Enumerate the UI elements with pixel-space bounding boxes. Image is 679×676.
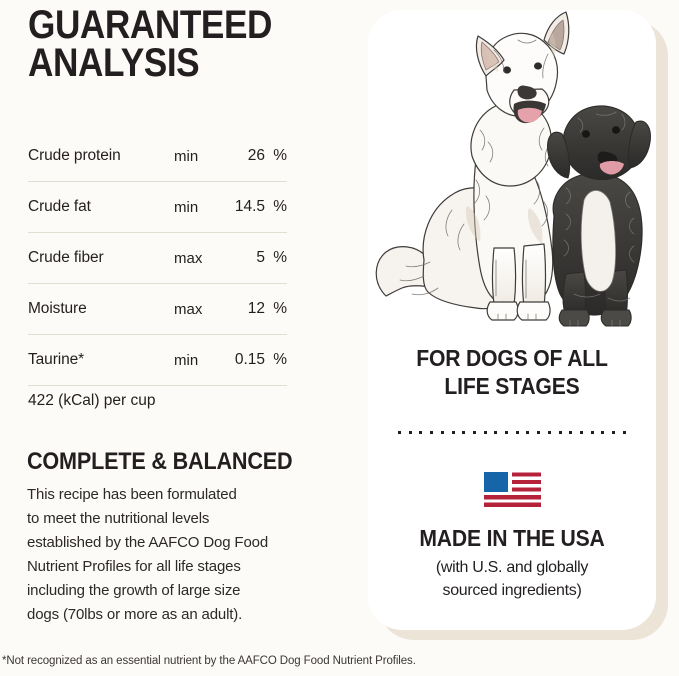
table-row: Moisture max 12 % bbox=[28, 284, 287, 335]
page-title-line1: GUARANTEED bbox=[28, 3, 272, 47]
nutrient-unit: % bbox=[273, 300, 287, 317]
nutrient-name: Moisture bbox=[28, 300, 87, 317]
sourcing-note: (with U.S. and globally sourced ingredie… bbox=[368, 556, 656, 602]
table-row: Crude fiber max 5 % bbox=[28, 233, 287, 284]
nutrient-unit: % bbox=[273, 147, 287, 164]
table-row: Crude fat min 14.5 % bbox=[28, 182, 287, 233]
table-row: Taurine* min 0.15 % bbox=[28, 335, 287, 386]
nutrient-qualifier: min bbox=[174, 198, 199, 216]
page-title: GUARANTEED ANALYSIS bbox=[28, 3, 292, 85]
two-dogs-illustration bbox=[368, 10, 656, 340]
body-line: including the growth of large size bbox=[27, 582, 241, 599]
footnote: *Not recognized as an essential nutrient… bbox=[2, 655, 416, 667]
nutrient-value: 12 bbox=[247, 300, 265, 317]
life-stages-line1: FOR DOGS OF ALL bbox=[416, 345, 608, 371]
info-card: FOR DOGS OF ALL LIFE STAGES MADE IN THE … bbox=[368, 10, 656, 630]
life-stages-line2: LIFE STAGES bbox=[444, 373, 580, 399]
nutrient-qualifier: max bbox=[174, 300, 203, 318]
page-title-line2: ANALYSIS bbox=[28, 41, 200, 85]
body-line: Nutrient Profiles for all life stages bbox=[27, 558, 241, 575]
made-in-usa-title: MADE IN THE USA bbox=[419, 525, 605, 551]
nutrient-qualifier: min bbox=[174, 147, 199, 165]
body-line: dogs (70lbs or more as an adult). bbox=[27, 606, 243, 623]
life-stages-title: FOR DOGS OF ALL LIFE STAGES bbox=[380, 344, 645, 400]
usa-flag-icon bbox=[484, 472, 541, 508]
complete-balanced-heading: COMPLETE & BALANCED bbox=[27, 448, 293, 475]
table-row: Crude protein min 26 % bbox=[28, 131, 287, 182]
nutrition-table: Crude protein min 26 % Crude fat min 14.… bbox=[28, 131, 287, 386]
nutrient-unit: % bbox=[273, 249, 287, 266]
calories-per-cup: 422 (kCal) per cup bbox=[28, 392, 156, 409]
complete-balanced-body: This recipe has been formulated to meet … bbox=[27, 483, 327, 627]
nutrient-name: Crude fiber bbox=[28, 249, 104, 266]
nutrient-unit: % bbox=[273, 198, 287, 215]
nutrient-name: Crude fat bbox=[28, 198, 91, 215]
nutrient-name: Taurine* bbox=[28, 351, 85, 368]
dotted-divider bbox=[398, 430, 626, 435]
nutrient-unit: % bbox=[273, 351, 287, 368]
nutrient-qualifier: max bbox=[174, 249, 203, 267]
nutrient-value: 5 bbox=[256, 249, 265, 266]
guaranteed-analysis-section: GUARANTEED ANALYSIS Crude protein min 26… bbox=[0, 0, 340, 640]
body-line: This recipe has been formulated bbox=[27, 486, 237, 503]
nutrient-name: Crude protein bbox=[28, 147, 121, 164]
nutrient-value: 0.15 bbox=[234, 351, 265, 368]
sourcing-line2: sourced ingredients) bbox=[442, 582, 582, 599]
nutrient-value: 14.5 bbox=[234, 198, 265, 215]
body-line: to meet the nutritional levels bbox=[27, 510, 210, 527]
body-line: established by the AAFCO Dog Food bbox=[27, 534, 269, 551]
nutrient-qualifier: min bbox=[174, 351, 199, 369]
nutrient-value: 26 bbox=[247, 147, 265, 164]
sourcing-line1: (with U.S. and globally bbox=[435, 559, 589, 576]
